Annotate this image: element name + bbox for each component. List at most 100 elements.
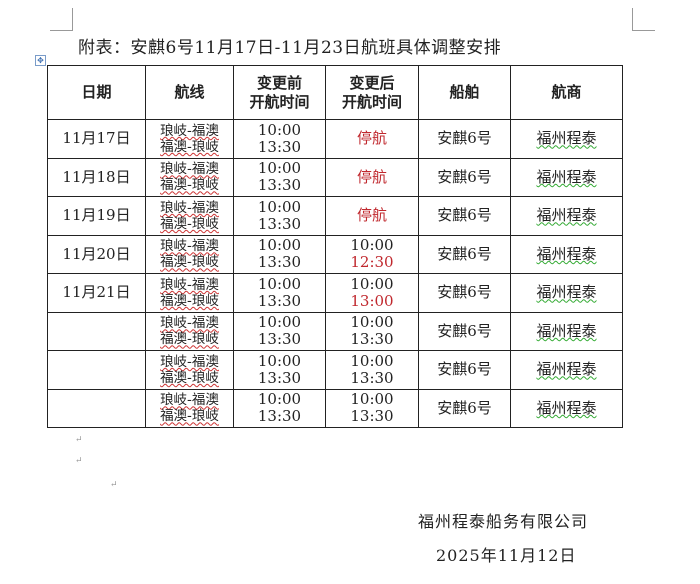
operator-name: 福州程泰 <box>536 398 597 417</box>
route-cell: 琅岐-福澳 福澳-琅岐 <box>145 234 234 274</box>
operator-cell: 福州程泰 <box>510 119 623 159</box>
table-row: 琅岐-福澳 福澳-琅岐 10:00 13:30 10:00 13:30 安麒6号 福州… <box>47 388 623 428</box>
route-outbound: 琅岐-福澳 <box>160 238 219 255</box>
header-ship: 船舶 <box>418 65 511 120</box>
header-before: 变更前 开航时间 <box>233 65 326 120</box>
before-time-1: 10:00 <box>257 274 302 293</box>
route-outbound: 琅岐-福澳 <box>160 392 219 409</box>
after-time-2: 13:00 <box>350 291 394 310</box>
table-row: 琅岐-福澳 福澳-琅岐 10:00 13:30 10:00 13:30 安麒6号 福州… <box>47 311 623 351</box>
operator-cell: 福州程泰 <box>510 350 623 390</box>
route-outbound: 琅岐-福澳 <box>160 276 219 293</box>
ship-cell: 安麒6号 <box>418 234 511 274</box>
before-time-cell: 10:00 13:30 <box>233 350 326 390</box>
date-cell: 11月21日 <box>47 273 146 313</box>
date-cell: 11月19日 <box>47 196 146 236</box>
date-cell: 11月20日 <box>47 234 146 274</box>
route-cell: 琅岐-福澳 福澳-琅岐 <box>145 311 234 351</box>
operator-cell: 福州程泰 <box>510 273 623 313</box>
operator-name: 福州程泰 <box>536 206 597 225</box>
table-row: 11月21日 琅岐-福澳 福澳-琅岐 10:00 13:30 10:00 13:00 … <box>47 273 623 313</box>
route-outbound: 琅岐-福澳 <box>160 199 219 216</box>
route-return: 福澳-琅岐 <box>160 215 219 232</box>
ship-cell: 安麒6号 <box>418 157 511 197</box>
after-time-2: 13:30 <box>350 368 394 387</box>
table-move-handle-icon[interactable]: ✥ <box>35 55 46 66</box>
route-return: 福澳-琅岐 <box>160 138 219 155</box>
ship-cell: 安麒6号 <box>418 119 511 159</box>
route-return: 福澳-琅岐 <box>160 254 219 271</box>
before-time-cell: 10:00 13:30 <box>233 234 326 274</box>
ship-cell: 安麒6号 <box>418 311 511 351</box>
header-before-line1: 变更前 <box>256 73 302 92</box>
before-time-1: 10:00 <box>257 236 302 255</box>
header-before-line2: 开航时间 <box>249 92 310 111</box>
route-return: 福澳-琅岐 <box>160 331 219 348</box>
table-row: 11月19日 琅岐-福澳 福澳-琅岐 10:00 13:30 停航 安麒6号 福州程… <box>47 196 623 236</box>
header-after-line1: 变更后 <box>349 73 395 92</box>
signature-company: 福州程泰船务有限公司 <box>418 512 589 531</box>
route-outbound: 琅岐-福澳 <box>160 122 219 139</box>
route-return: 福澳-琅岐 <box>160 292 219 309</box>
paragraph-mark: ↵ <box>75 456 83 466</box>
ship-cell: 安麒6号 <box>418 196 511 236</box>
before-time-2: 13:30 <box>257 291 302 310</box>
after-time-2: 13:30 <box>350 330 394 349</box>
route-cell: 琅岐-福澳 福澳-琅岐 <box>145 196 234 236</box>
date-cell <box>47 388 146 428</box>
suspended-label: 停航 <box>356 129 387 148</box>
after-time-1: 10:00 <box>350 390 394 409</box>
header-after-line2: 开航时间 <box>341 92 402 111</box>
before-time-cell: 10:00 13:30 <box>233 157 326 197</box>
before-time-1: 10:00 <box>257 120 302 139</box>
suspended-label: 停航 <box>356 206 387 225</box>
table-row: 11月20日 琅岐-福澳 福澳-琅岐 10:00 13:30 10:00 12:30 … <box>47 234 623 274</box>
operator-name: 福州程泰 <box>536 129 597 148</box>
after-time-1: 10:00 <box>350 236 394 255</box>
route-cell: 琅岐-福澳 福澳-琅岐 <box>145 388 234 428</box>
after-time-cell: 10:00 13:30 <box>325 388 419 428</box>
route-cell: 琅岐-福澳 福澳-琅岐 <box>145 119 234 159</box>
operator-cell: 福州程泰 <box>510 196 623 236</box>
before-time-1: 10:00 <box>257 197 302 216</box>
after-time-cell: 停航 <box>325 119 419 159</box>
date-cell <box>47 350 146 390</box>
operator-cell: 福州程泰 <box>510 234 623 274</box>
before-time-2: 13:30 <box>257 176 302 195</box>
before-time-1: 10:00 <box>257 390 302 409</box>
after-time-cell: 10:00 12:30 <box>325 234 419 274</box>
header-operator: 航商 <box>510 65 623 120</box>
before-time-cell: 10:00 13:30 <box>233 196 326 236</box>
page-title: 附表：安麒6号11月17日-11月23日航班具体调整安排 <box>78 38 502 58</box>
route-cell: 琅岐-福澳 福澳-琅岐 <box>145 350 234 390</box>
before-time-2: 13:30 <box>257 368 302 387</box>
after-time-2: 12:30 <box>350 253 394 272</box>
table-row: 琅岐-福澳 福澳-琅岐 10:00 13:30 10:00 13:30 安麒6号 福州… <box>47 350 623 390</box>
date-cell <box>47 311 146 351</box>
ship-cell: 安麒6号 <box>418 273 511 313</box>
before-time-2: 13:30 <box>257 137 302 156</box>
table-row: 11月18日 琅岐-福澳 福澳-琅岐 10:00 13:30 停航 安麒6号 福州程… <box>47 157 623 197</box>
route-return: 福澳-琅岐 <box>160 369 219 386</box>
operator-cell: 福州程泰 <box>510 311 623 351</box>
before-time-2: 13:30 <box>257 214 302 233</box>
before-time-cell: 10:00 13:30 <box>233 273 326 313</box>
after-time-cell: 停航 <box>325 196 419 236</box>
after-time-1: 10:00 <box>350 351 394 370</box>
before-time-1: 10:00 <box>257 351 302 370</box>
operator-name: 福州程泰 <box>536 283 597 302</box>
table-row: 11月17日 琅岐-福澳 福澳-琅岐 10:00 13:30 停航 安麒6号 福州程… <box>47 119 623 159</box>
before-time-cell: 10:00 13:30 <box>233 119 326 159</box>
crop-mark-right <box>632 8 655 31</box>
operator-name: 福州程泰 <box>536 321 597 340</box>
before-time-1: 10:00 <box>257 313 302 332</box>
route-return: 福澳-琅岐 <box>160 177 219 194</box>
suspended-label: 停航 <box>356 167 387 186</box>
operator-cell: 福州程泰 <box>510 157 623 197</box>
after-time-cell: 10:00 13:00 <box>325 273 419 313</box>
route-outbound: 琅岐-福澳 <box>160 161 219 178</box>
operator-name: 福州程泰 <box>536 244 597 263</box>
before-time-2: 13:30 <box>257 330 302 349</box>
route-outbound: 琅岐-福澳 <box>160 353 219 370</box>
after-time-1: 10:00 <box>350 313 394 332</box>
